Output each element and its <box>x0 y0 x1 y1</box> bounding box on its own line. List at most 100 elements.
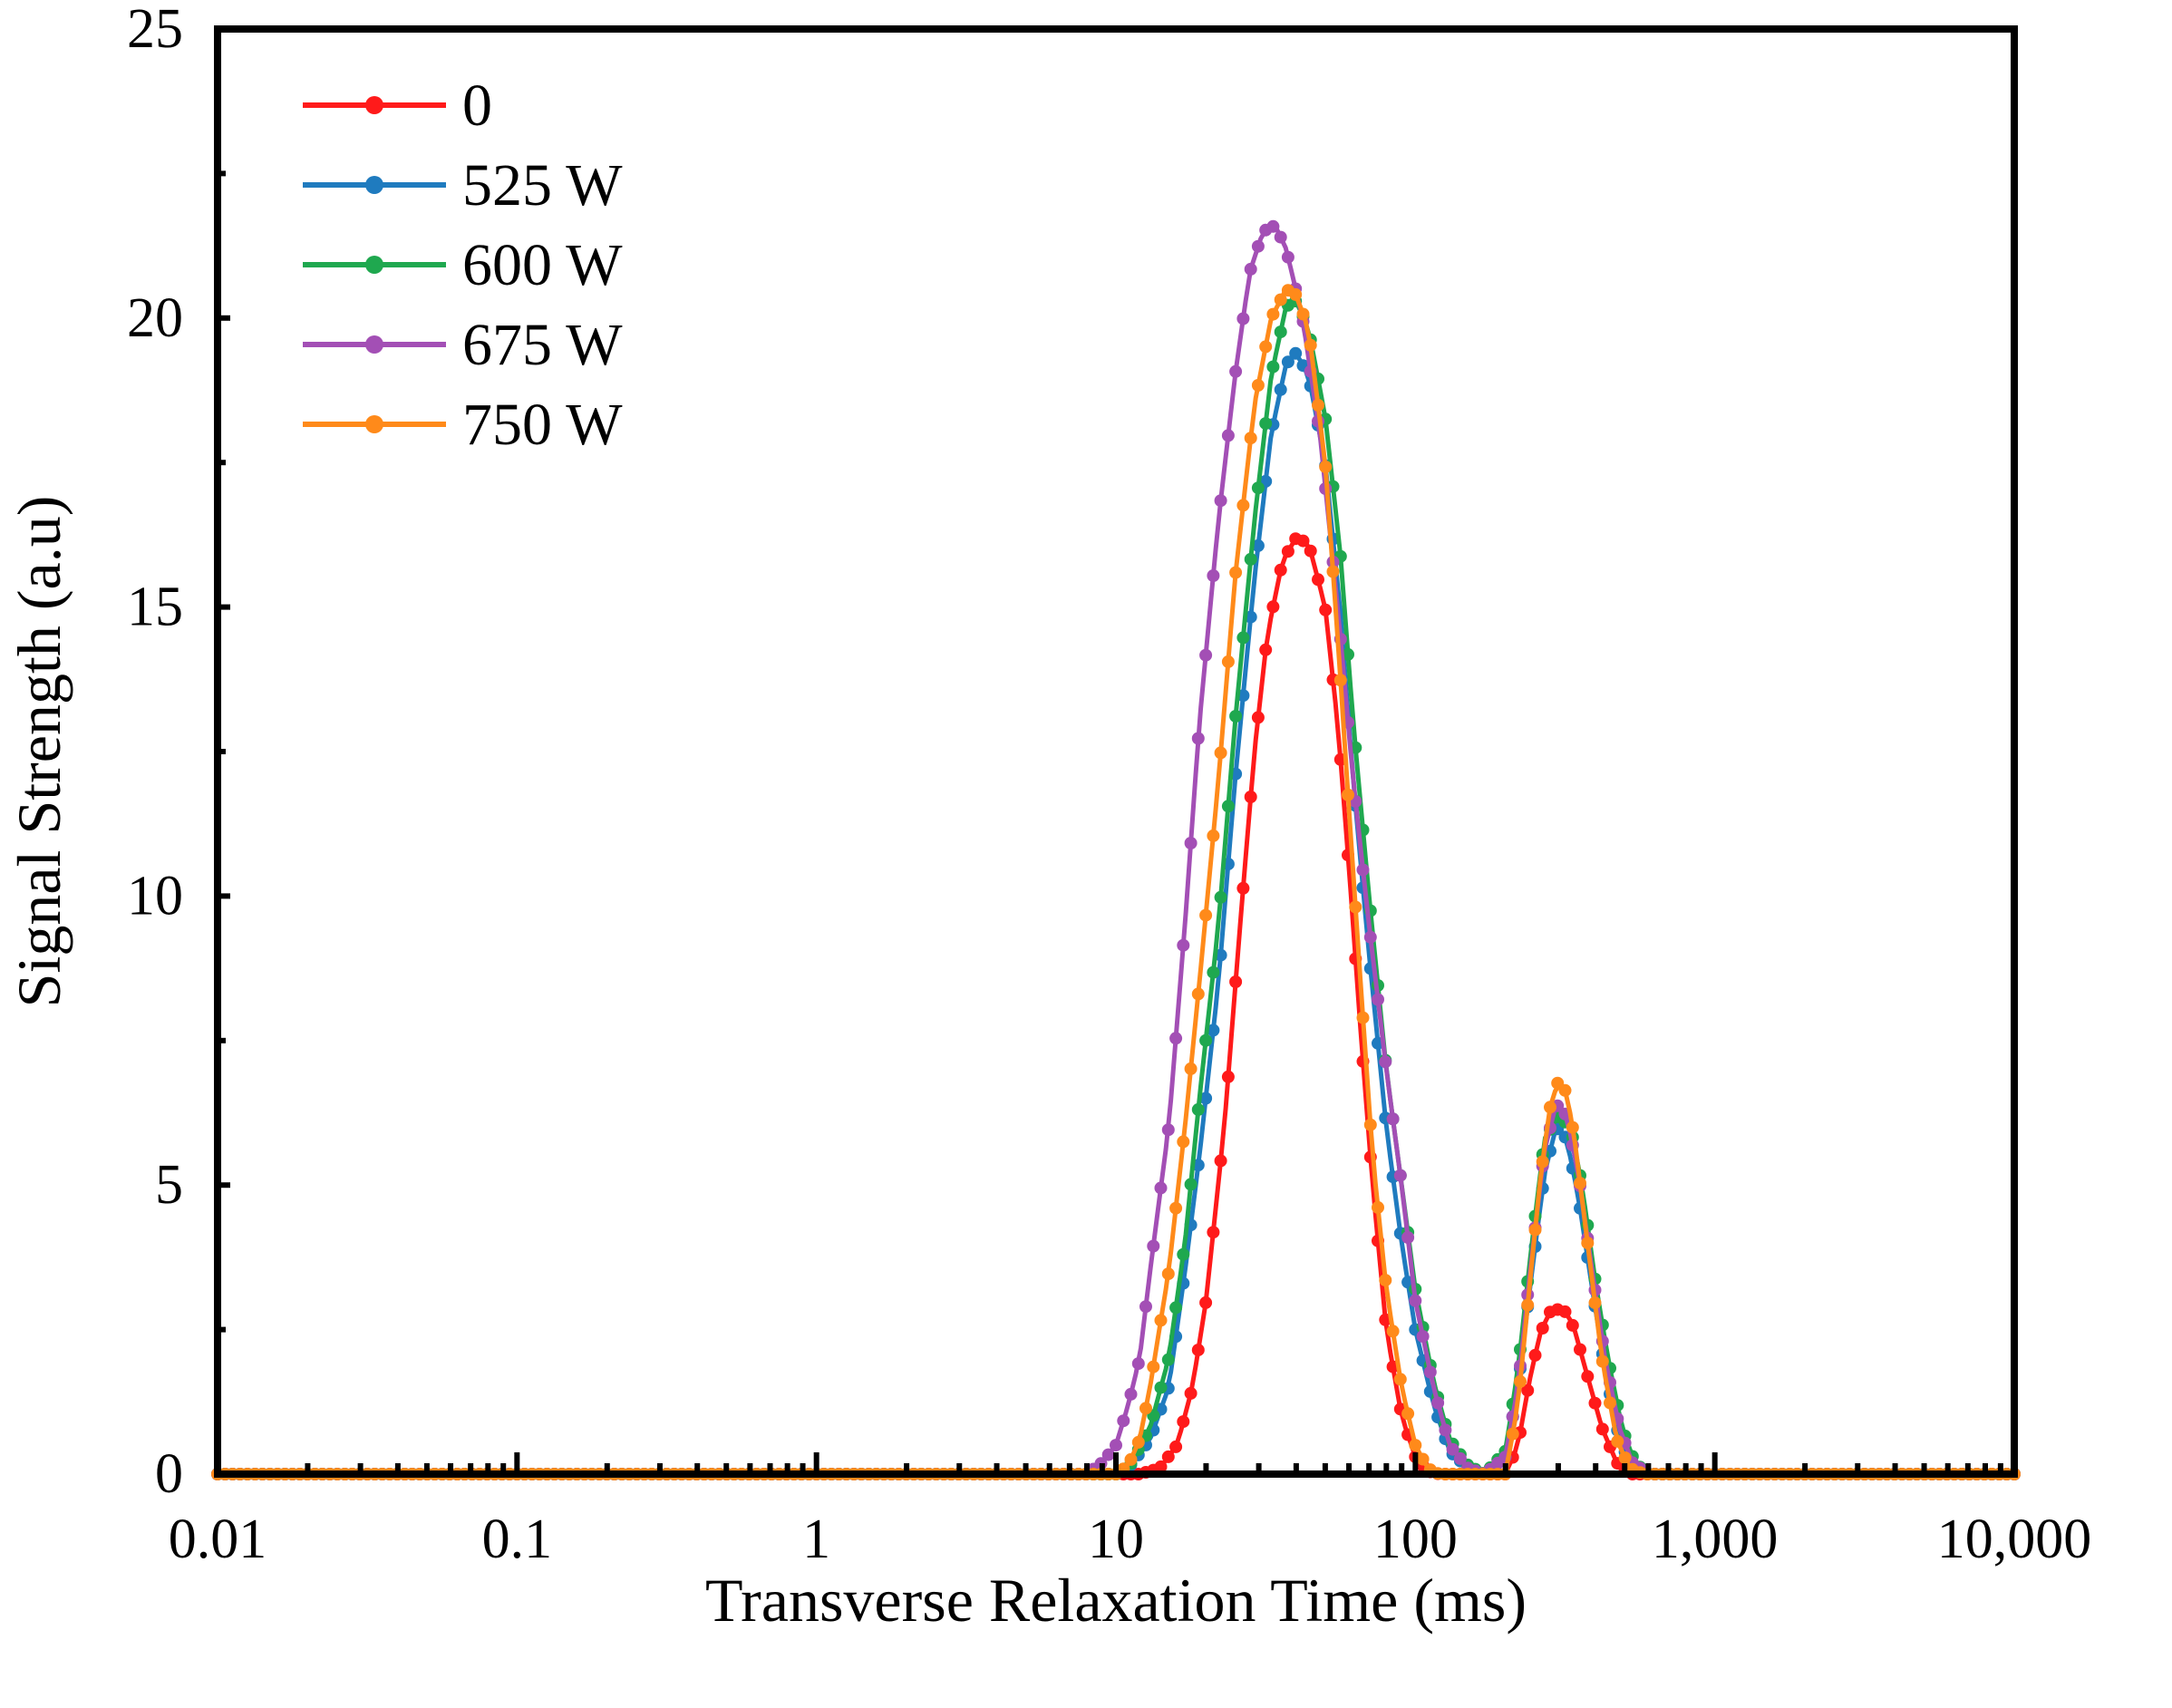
data-point <box>1431 1396 1445 1410</box>
data-point <box>1393 1373 1407 1386</box>
data-point <box>1401 1407 1415 1421</box>
legend-label: 675 W <box>462 312 623 378</box>
data-point <box>1251 239 1265 253</box>
data-point <box>1342 788 1354 801</box>
data-point <box>1356 1011 1370 1024</box>
data-point <box>1416 1330 1430 1344</box>
data-point <box>1372 993 1384 1006</box>
data-point <box>1416 1452 1430 1466</box>
data-point <box>1393 1169 1407 1182</box>
data-point <box>1236 631 1250 645</box>
data-point <box>1191 1102 1205 1116</box>
data-point <box>1124 1452 1138 1466</box>
data-point <box>1244 552 1257 566</box>
data-point <box>1161 1267 1175 1281</box>
legend-label: 750 W <box>462 392 623 458</box>
data-point <box>1326 565 1340 578</box>
data-point <box>1169 1301 1183 1315</box>
data-point <box>1379 1274 1392 1287</box>
data-point <box>1342 647 1354 661</box>
data-point <box>1274 325 1287 339</box>
data-point <box>1229 975 1243 988</box>
data-point <box>1521 1383 1535 1397</box>
data-point <box>1124 1387 1138 1401</box>
data-point <box>1184 1178 1198 1191</box>
data-point <box>1588 1296 1602 1310</box>
data-point <box>1312 573 1324 587</box>
data-point <box>1251 481 1265 495</box>
data-point <box>1281 250 1294 264</box>
data-point <box>1139 1402 1152 1415</box>
data-point <box>1244 262 1257 276</box>
data-point <box>1296 534 1310 548</box>
data-point <box>1574 1177 1586 1190</box>
x-tick-label: 0.1 <box>482 1509 553 1570</box>
legend-item: 525 W <box>303 152 623 218</box>
data-point <box>1506 1427 1519 1441</box>
data-point <box>1177 1135 1190 1149</box>
data-point <box>1177 1247 1190 1261</box>
data-point <box>1528 1223 1542 1237</box>
data-point <box>1236 881 1250 895</box>
x-tick-label: 10 <box>1088 1509 1144 1570</box>
legend-swatch-marker <box>365 415 383 433</box>
data-point <box>1588 1396 1602 1410</box>
data-point <box>1514 1374 1527 1388</box>
x-tick-label: 10,000 <box>1937 1509 2092 1570</box>
x-tick-label: 1,000 <box>1652 1509 1779 1570</box>
data-point <box>1131 1435 1145 1449</box>
data-point <box>1446 1442 1459 1456</box>
x-tick-label: 1 <box>802 1509 830 1570</box>
data-point <box>1236 499 1250 512</box>
data-point <box>1618 1451 1632 1464</box>
data-point <box>1386 1325 1400 1338</box>
data-point <box>1319 461 1333 473</box>
data-point <box>1439 1423 1452 1437</box>
data-point <box>1117 1414 1130 1428</box>
data-point <box>1101 1448 1115 1461</box>
data-point <box>1319 603 1333 616</box>
data-point <box>1558 1083 1572 1097</box>
data-point <box>1266 600 1280 614</box>
plot-frame <box>214 25 2018 1478</box>
data-point <box>1154 1460 1168 1473</box>
data-point <box>1595 1422 1609 1436</box>
data-point <box>1409 1294 1422 1307</box>
data-point <box>1574 1343 1586 1356</box>
data-point <box>1169 1032 1183 1045</box>
legend-label: 525 W <box>462 152 623 218</box>
data-point <box>1251 379 1265 392</box>
data-point <box>1379 1055 1392 1069</box>
data-point <box>1281 545 1294 558</box>
data-point <box>1604 1396 1616 1410</box>
data-point <box>1161 1450 1175 1463</box>
data-point <box>1214 494 1227 508</box>
data-point <box>1595 1354 1609 1368</box>
data-point <box>1363 1118 1377 1131</box>
data-point <box>1401 1231 1415 1244</box>
data-point <box>1281 355 1294 369</box>
legend-label: 0 <box>462 73 492 139</box>
data-point <box>1251 711 1265 724</box>
legend-swatch-marker <box>365 96 383 114</box>
data-point <box>1289 346 1303 360</box>
data-point <box>1161 1123 1175 1137</box>
data-point <box>1154 1181 1168 1195</box>
data-point <box>1110 1439 1122 1452</box>
data-point <box>1131 1357 1145 1371</box>
legend-swatch-marker <box>365 335 383 354</box>
y-tick-label: 20 <box>127 287 183 349</box>
data-point <box>1259 643 1273 656</box>
data-point <box>1304 338 1317 352</box>
data-point <box>1214 890 1227 904</box>
data-point <box>1147 1360 1160 1373</box>
data-point <box>1154 1314 1168 1327</box>
data-point <box>1139 1300 1152 1314</box>
data-point <box>1221 800 1235 813</box>
data-point <box>1184 1062 1198 1075</box>
data-point <box>1558 1305 1572 1318</box>
data-point <box>1214 1154 1227 1168</box>
data-point <box>1199 908 1213 922</box>
data-point <box>1244 432 1257 445</box>
